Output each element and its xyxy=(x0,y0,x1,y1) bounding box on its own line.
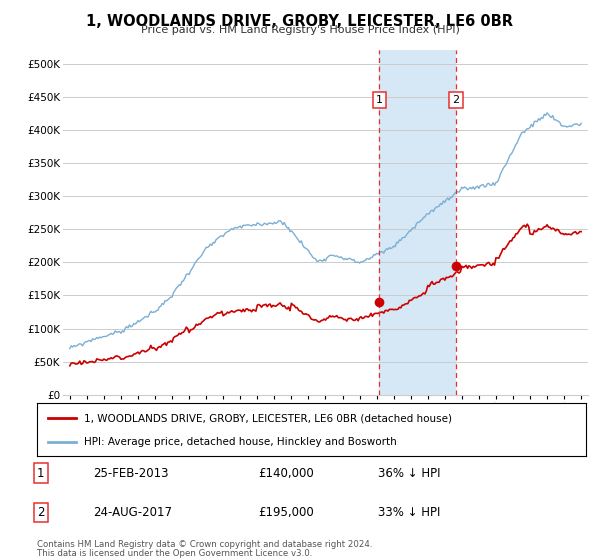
Text: £140,000: £140,000 xyxy=(258,466,314,480)
Text: Price paid vs. HM Land Registry's House Price Index (HPI): Price paid vs. HM Land Registry's House … xyxy=(140,25,460,35)
Text: 24-AUG-2017: 24-AUG-2017 xyxy=(93,506,172,519)
Text: 33% ↓ HPI: 33% ↓ HPI xyxy=(378,506,440,519)
Text: 1, WOODLANDS DRIVE, GROBY, LEICESTER, LE6 0BR (detached house): 1, WOODLANDS DRIVE, GROBY, LEICESTER, LE… xyxy=(84,413,452,423)
Text: 2: 2 xyxy=(37,506,44,519)
Text: 1: 1 xyxy=(376,95,383,105)
Text: 1: 1 xyxy=(37,466,44,480)
Text: 1, WOODLANDS DRIVE, GROBY, LEICESTER, LE6 0BR: 1, WOODLANDS DRIVE, GROBY, LEICESTER, LE… xyxy=(86,14,514,29)
Text: £195,000: £195,000 xyxy=(258,506,314,519)
Text: This data is licensed under the Open Government Licence v3.0.: This data is licensed under the Open Gov… xyxy=(37,549,313,558)
Text: 2: 2 xyxy=(452,95,460,105)
Text: Contains HM Land Registry data © Crown copyright and database right 2024.: Contains HM Land Registry data © Crown c… xyxy=(37,540,373,549)
Text: HPI: Average price, detached house, Hinckley and Bosworth: HPI: Average price, detached house, Hinc… xyxy=(84,436,397,446)
Text: 25-FEB-2013: 25-FEB-2013 xyxy=(93,466,169,480)
Text: 36% ↓ HPI: 36% ↓ HPI xyxy=(378,466,440,480)
